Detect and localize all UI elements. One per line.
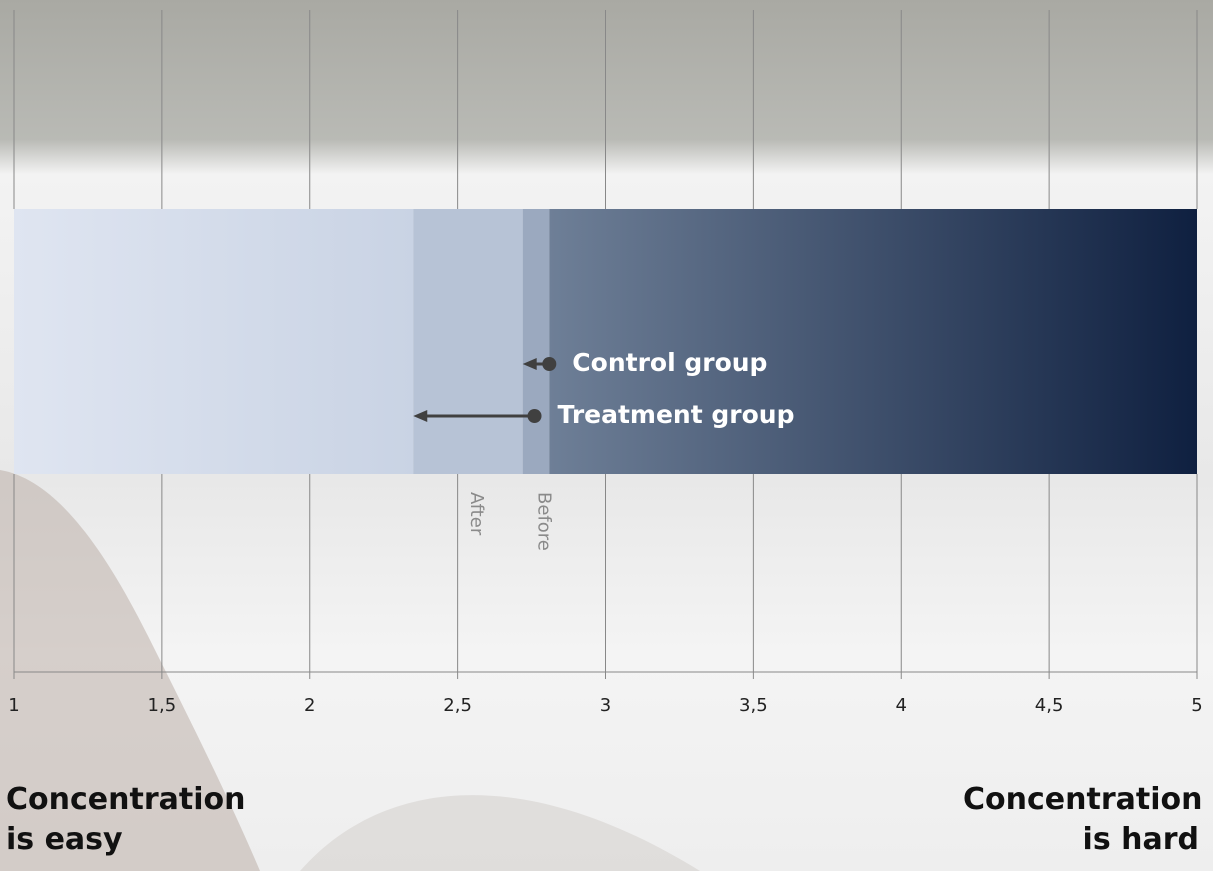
phase-label: After <box>466 492 487 536</box>
left-note: Concentration is easy <box>6 782 246 857</box>
phase-label: Before <box>533 492 554 551</box>
series-label: Treatment group <box>558 400 795 429</box>
x-tick-label: 3,5 <box>739 695 768 716</box>
start-dot <box>527 409 542 423</box>
x-tick-label: 1 <box>8 695 19 716</box>
series-label: Control group <box>572 348 767 377</box>
x-tick-label: 2 <box>304 695 315 716</box>
band <box>549 209 1197 474</box>
x-tick-label: 4,5 <box>1035 695 1064 716</box>
photo-shade <box>300 795 700 871</box>
arrow-head <box>413 410 428 422</box>
x-tick-label: 4 <box>896 695 907 716</box>
band <box>413 209 523 474</box>
arrow-head <box>522 358 537 370</box>
start-dot <box>542 357 557 371</box>
x-tick-label: 2,5 <box>443 695 472 716</box>
band <box>522 209 550 474</box>
right-note: Concentration is hard <box>963 782 1203 857</box>
x-tick-label: 1,5 <box>148 695 177 716</box>
x-tick-label: 5 <box>1191 695 1202 716</box>
x-tick-label: 3 <box>600 695 611 716</box>
band <box>14 209 414 474</box>
photo-shade <box>0 470 260 871</box>
